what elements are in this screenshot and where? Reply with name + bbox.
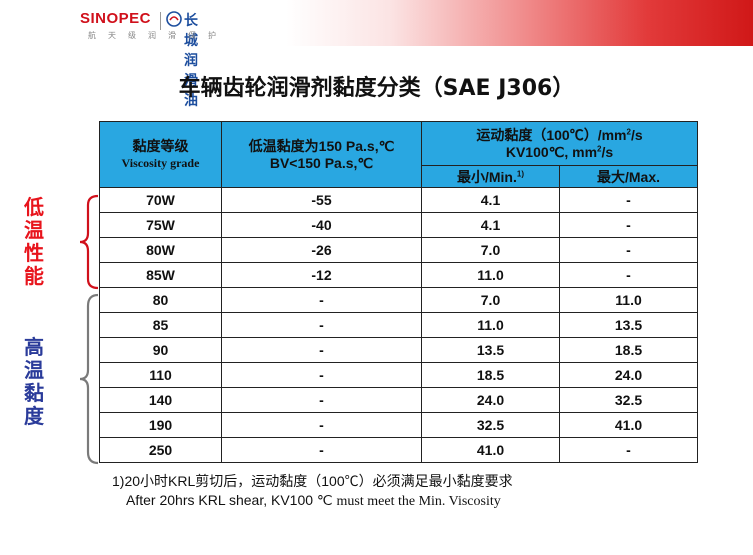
cell-min: 18.5 [421,362,560,388]
cell-low-temp: - [221,312,422,338]
page-title: 车辆齿轮润滑剂黏度分类（SAE J306） [178,76,575,101]
header-banner [0,0,753,46]
low-label-char: 低 [24,195,44,219]
cell-grade: 85 [99,312,222,338]
cell-max: - [558,187,699,213]
cell-grade: 85W [99,262,222,288]
cell-low-temp: - [221,337,422,363]
header-kinematic-viscosity: 运动黏度（100℃）/mm2/s KV100℃, mm2/s [420,121,699,166]
cell-low-temp: - [221,412,422,438]
table-row: 75W -40 4.1 - [99,212,699,238]
cell-grade: 70W [99,187,222,213]
cell-grade: 80W [99,237,222,263]
cell-low-temp: - [221,387,422,413]
header-min: 最小/Min.1) [421,165,560,188]
high-temp-label: 高 温 黏 度 [23,336,45,428]
header-grade-en: Viscosity grade [121,155,200,170]
cell-max: - [558,237,699,263]
low-temp-label: 低 温 性 能 [23,196,45,288]
logo-tagline: 航天级润滑保护 [88,31,228,40]
cell-low-temp: - [221,437,422,463]
cell-min: 13.5 [421,337,560,363]
table-row: 110 - 18.5 24.0 [99,362,699,388]
header-low-temp-line2: BV<150 Pa.s,℃ [269,154,374,171]
cell-max: 32.5 [558,387,699,413]
cell-max: - [558,437,699,463]
footnote-en: After 20hrs KRL shear, KV100 ℃ must meet… [126,492,501,510]
cell-min: 7.0 [421,237,560,263]
low-label-char: 能 [24,264,44,288]
cell-grade: 90 [99,337,222,363]
cell-grade: 140 [99,387,222,413]
table-row: 85 - 11.0 13.5 [99,312,699,338]
cell-grade: 75W [99,212,222,238]
cell-max: 24.0 [558,362,699,388]
cell-low-temp: -12 [221,262,422,288]
cell-grade: 250 [99,437,222,463]
viscosity-table: 黏度等级 Viscosity grade 低温黏度为150 Pa.s,℃ BV<… [99,121,699,463]
cell-low-temp: - [221,362,422,388]
cell-low-temp: -26 [221,237,422,263]
cell-max: 18.5 [558,337,699,363]
cell-max: 41.0 [558,412,699,438]
table-row: 90 - 13.5 18.5 [99,337,699,363]
table-row: 140 - 24.0 32.5 [99,387,699,413]
high-label-char: 黏 [24,381,44,405]
cell-grade: 110 [99,362,222,388]
footnote-en-part1: After 20hrs KRL shear, KV100 ℃ [126,492,337,508]
header-grade-cn: 黏度等级 [132,137,189,154]
cell-max: 13.5 [558,312,699,338]
cell-grade: 80 [99,287,222,313]
header-grade: 黏度等级 Viscosity grade [99,121,222,188]
sinopec-logo-text: SINOPEC [80,10,152,27]
greatwall-logo-icon [166,11,182,27]
table-row: 70W -55 4.1 - [99,187,699,213]
cell-low-temp: -40 [221,212,422,238]
cell-min: 4.1 [421,187,560,213]
high-temp-brace [79,293,99,465]
cell-min: 4.1 [421,212,560,238]
cell-min: 41.0 [421,437,560,463]
high-label-char: 温 [24,358,44,382]
cell-low-temp: -55 [221,187,422,213]
cell-max: - [558,212,699,238]
low-temp-brace [79,194,99,290]
greatwall-logo-text: 长城润滑油 [184,13,198,109]
table-row: 80 - 7.0 11.0 [99,287,699,313]
cell-min: 32.5 [421,412,560,438]
header-low-temp: 低温黏度为150 Pa.s,℃ BV<150 Pa.s,℃ [221,121,422,188]
header-low-temp-line1: 低温黏度为150 Pa.s,℃ [248,137,395,154]
table-row: 85W -12 11.0 - [99,262,699,288]
cell-min: 24.0 [421,387,560,413]
header-kv-line1: 运动黏度（100℃）/mm2/s [476,126,643,143]
header-max: 最大/Max. [558,165,699,188]
cell-max: - [558,262,699,288]
header-kv-line2: KV100℃, mm2/s [505,143,614,160]
cell-min: 7.0 [421,287,560,313]
logo-divider [160,12,161,30]
footnote-en-part2: must meet the Min. Viscosity [336,494,501,509]
low-label-char: 温 [24,218,44,242]
cell-max: 11.0 [558,287,699,313]
cell-low-temp: - [221,287,422,313]
table-row: 190 - 32.5 41.0 [99,412,699,438]
high-label-char: 高 [24,335,44,359]
table-row: 250 - 41.0 - [99,437,699,463]
table-row: 80W -26 7.0 - [99,237,699,263]
footnote-cn: 1)20小时KRL剪切后，运动黏度（100℃）必须满足最小黏度要求 [112,473,513,489]
cell-min: 11.0 [421,262,560,288]
cell-min: 11.0 [421,312,560,338]
high-label-char: 度 [24,404,44,428]
low-label-char: 性 [24,241,44,265]
cell-grade: 190 [99,412,222,438]
